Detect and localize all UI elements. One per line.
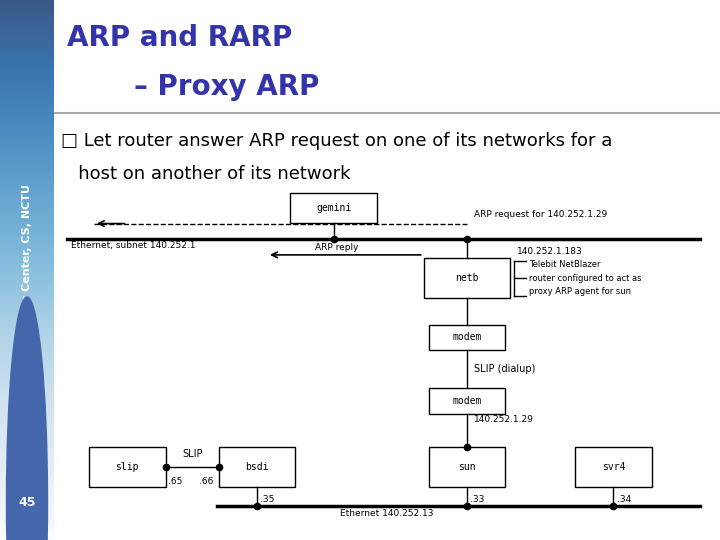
- Bar: [428, 388, 505, 414]
- Text: .66: .66: [199, 477, 213, 486]
- Circle shape: [6, 297, 48, 540]
- Text: 140.252.1.183: 140.252.1.183: [517, 247, 582, 256]
- Text: ARP and RARP: ARP and RARP: [68, 24, 292, 52]
- Bar: [219, 447, 295, 487]
- Text: SLIP (dialup): SLIP (dialup): [474, 364, 535, 374]
- Text: .65: .65: [168, 477, 183, 486]
- Text: svr4: svr4: [602, 462, 625, 472]
- Text: host on another of its network: host on another of its network: [60, 165, 350, 183]
- Text: slip: slip: [115, 462, 139, 472]
- Bar: [290, 193, 377, 222]
- Text: Computer Center, CS, NCTU: Computer Center, CS, NCTU: [22, 184, 32, 356]
- Text: .35: .35: [261, 495, 275, 504]
- Text: □ Let router answer ARP request on one of its networks for a: □ Let router answer ARP request on one o…: [60, 132, 612, 150]
- Text: 45: 45: [18, 496, 36, 509]
- Text: bsdi: bsdi: [246, 462, 269, 472]
- Text: Telebit NetBlazer: Telebit NetBlazer: [529, 260, 600, 269]
- Bar: [89, 447, 166, 487]
- Text: .33: .33: [470, 495, 485, 504]
- Text: – Proxy ARP: – Proxy ARP: [134, 73, 319, 101]
- Text: Ethernet 140.252.13: Ethernet 140.252.13: [341, 509, 433, 518]
- Text: Ethernet, subnet 140.252.1: Ethernet, subnet 140.252.1: [71, 241, 195, 251]
- Text: ARP request for 140.252.1.29: ARP request for 140.252.1.29: [474, 210, 607, 219]
- Text: router configured to act as: router configured to act as: [529, 274, 642, 282]
- Text: netb: netb: [455, 273, 479, 283]
- Text: modem: modem: [452, 396, 482, 406]
- Text: modem: modem: [452, 333, 482, 342]
- Text: gemini: gemini: [316, 203, 351, 213]
- Bar: [428, 447, 505, 487]
- Bar: [428, 325, 505, 350]
- Text: sun: sun: [458, 462, 476, 472]
- Text: .34: .34: [617, 495, 631, 504]
- Text: 140.252.1.29: 140.252.1.29: [474, 415, 534, 424]
- Text: proxy ARP agent for sun: proxy ARP agent for sun: [529, 287, 631, 296]
- Text: SLIP: SLIP: [182, 449, 202, 459]
- Bar: [575, 447, 652, 487]
- Bar: [423, 258, 510, 298]
- Text: ARP reply: ARP reply: [315, 243, 359, 252]
